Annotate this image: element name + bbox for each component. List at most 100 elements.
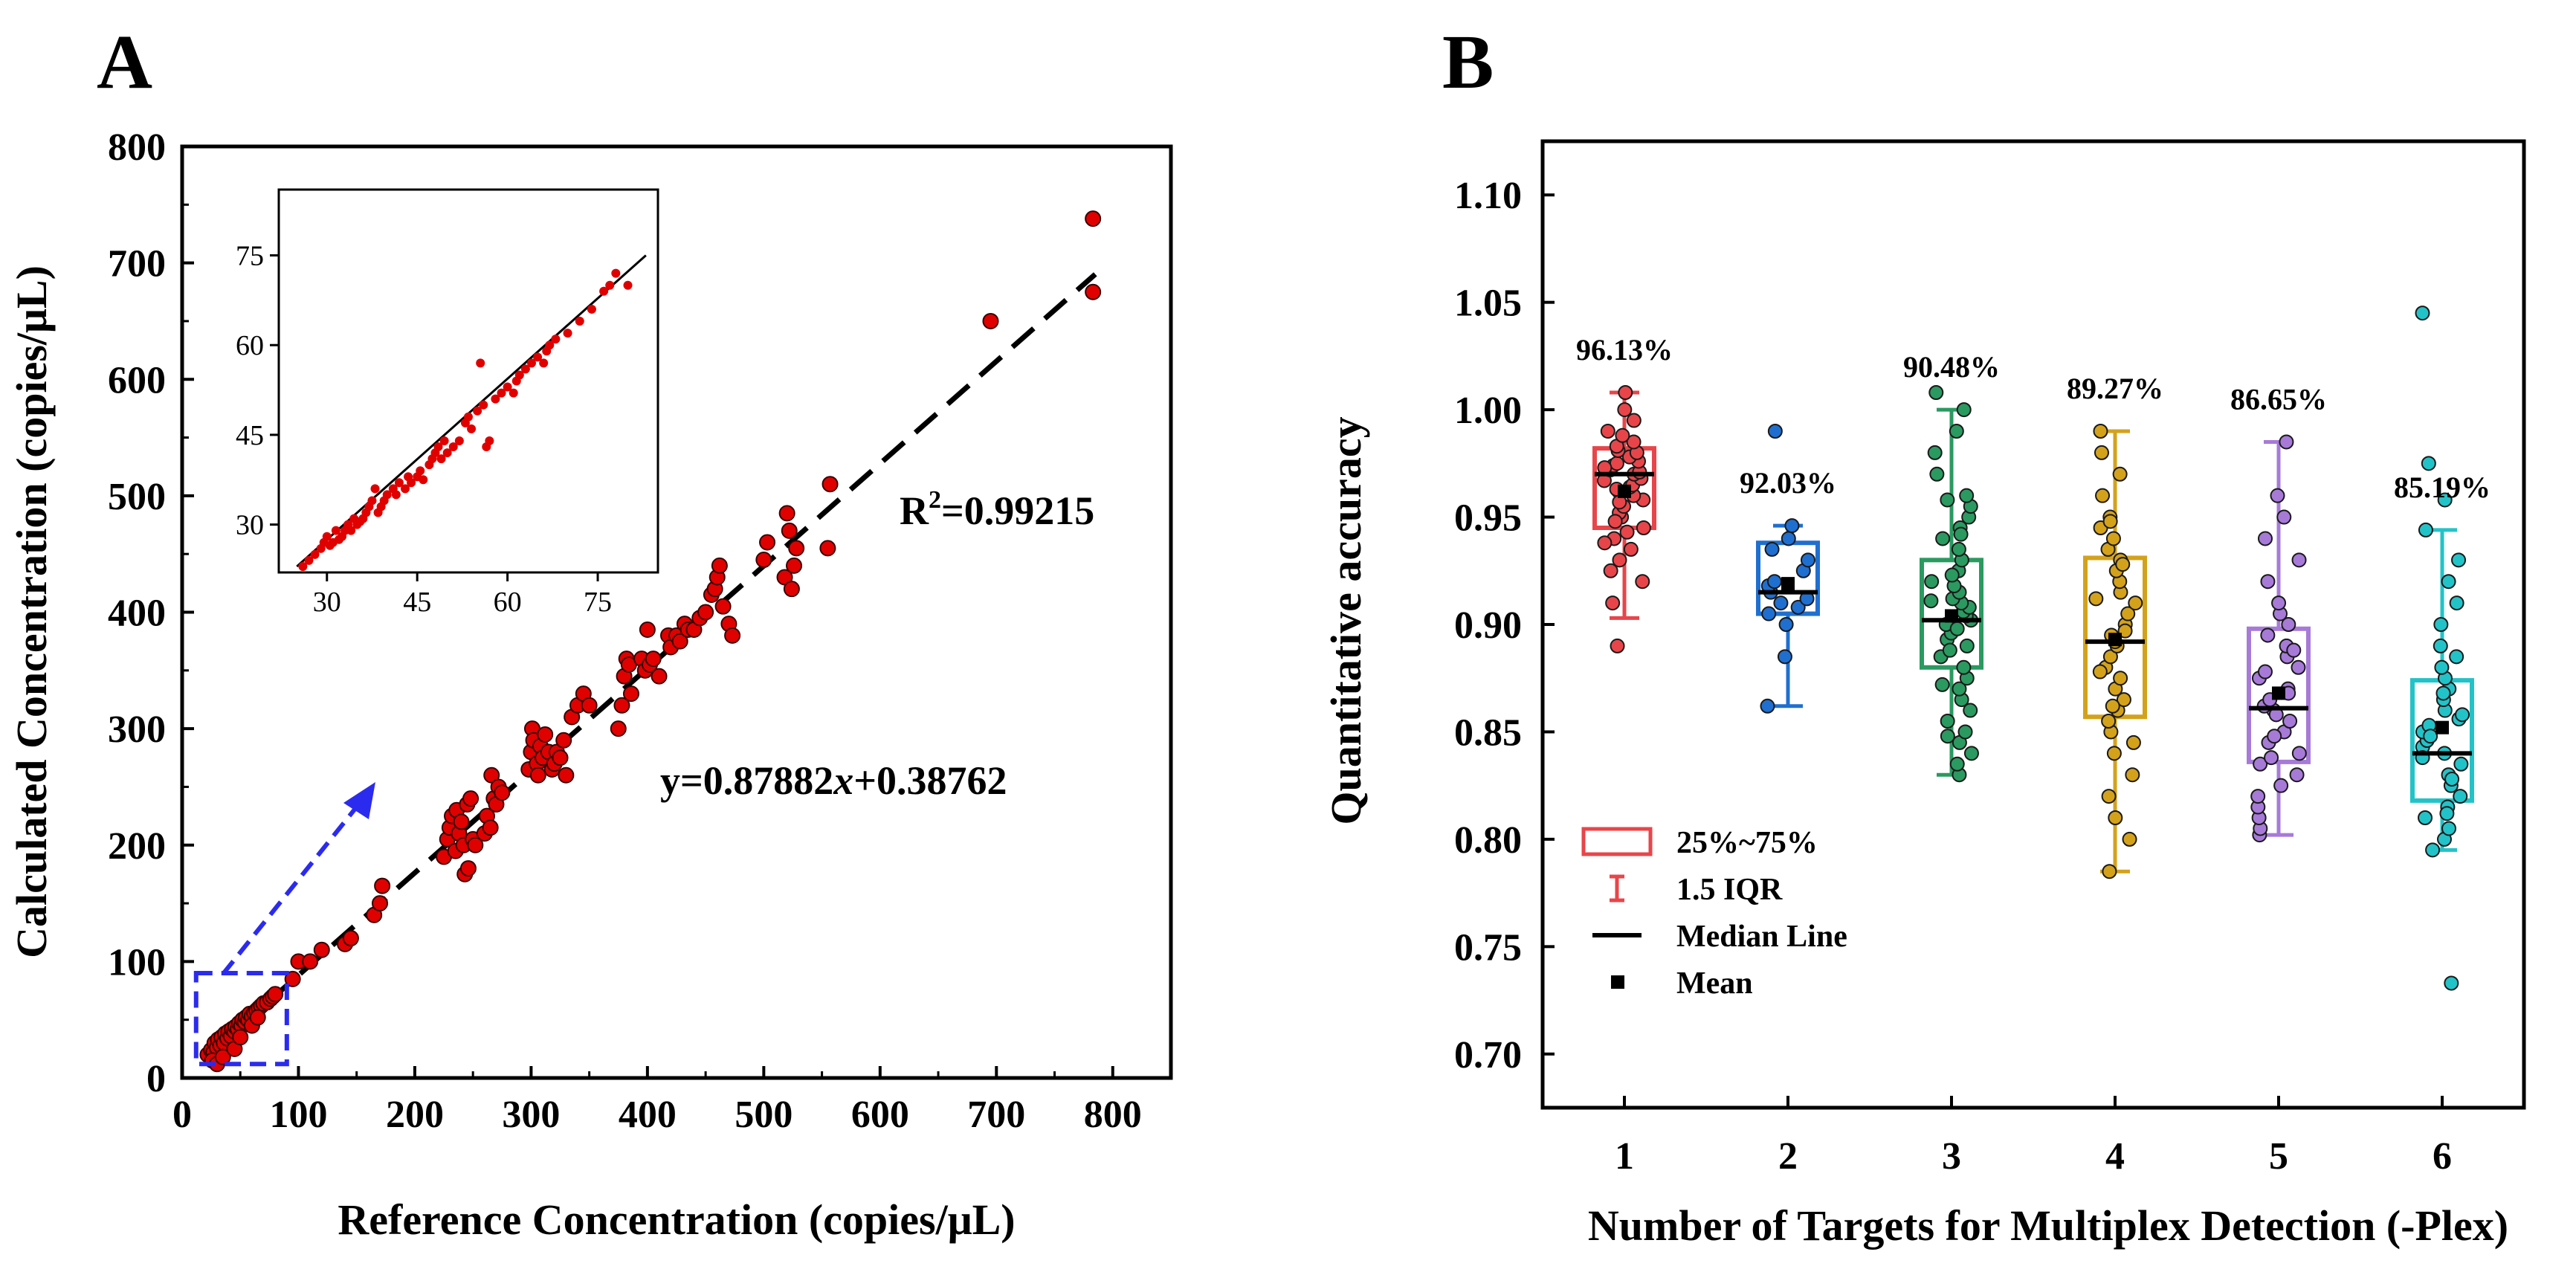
inset-data-point xyxy=(346,526,356,535)
data-point xyxy=(724,627,741,644)
inset-data-point xyxy=(485,436,494,445)
box-point xyxy=(2105,531,2121,546)
box-point xyxy=(2281,617,2296,632)
box-point xyxy=(2441,821,2457,836)
y-tick-label-a: 0 xyxy=(146,1058,166,1100)
box-point xyxy=(2291,659,2306,675)
legend-label: 1.5 IQR xyxy=(1676,873,1783,907)
data-point xyxy=(214,1048,231,1065)
box-group-5: 86.65% xyxy=(2230,382,2327,843)
inset-y-tick-label: 75 xyxy=(236,241,264,272)
box-point xyxy=(2291,746,2307,761)
y-tick-label-a: 100 xyxy=(108,941,166,984)
inset-y-tick-label: 60 xyxy=(236,330,264,361)
data-point xyxy=(645,650,662,668)
data-point xyxy=(459,860,477,877)
box-point xyxy=(2113,671,2128,686)
y-tick-label-b: 0.90 xyxy=(1454,604,1522,647)
legend-label: 25%~75% xyxy=(1676,826,1818,860)
data-point xyxy=(267,986,284,1003)
box-point xyxy=(2095,488,2111,503)
inset-data-point xyxy=(563,329,572,338)
data-point xyxy=(372,895,388,912)
mean-marker xyxy=(2108,633,2122,647)
mean-marker xyxy=(1781,577,1795,591)
box-point xyxy=(2276,509,2292,525)
box-point xyxy=(2279,434,2294,450)
y-tick-label-b: 0.70 xyxy=(1454,1034,1522,1076)
box-point xyxy=(1781,531,1796,546)
data-point xyxy=(374,877,391,894)
fit-equation: y=0.87882x+0.38762 xyxy=(660,758,1007,803)
box-point xyxy=(2444,975,2459,991)
box-point xyxy=(2444,772,2460,787)
y-axis-title-a: Calculated Concentration (copies/μL) xyxy=(7,265,56,958)
inset-data-point xyxy=(416,466,425,476)
inset-data-point xyxy=(551,335,561,344)
mean-marker xyxy=(1618,484,1631,498)
accuracy-percent-label: 85.19% xyxy=(2394,471,2491,504)
legend-label: Mean xyxy=(1676,966,1753,1001)
y-tick-label-a: 800 xyxy=(108,126,166,169)
mean-marker xyxy=(2435,720,2449,735)
box-group-3: 90.48% xyxy=(1903,350,2000,783)
data-point xyxy=(342,930,359,947)
inset-data-point xyxy=(439,436,449,445)
data-point xyxy=(313,941,330,958)
box-point xyxy=(2435,685,2451,701)
legend-label: Median Line xyxy=(1676,920,1847,954)
inset-x-tick-label: 45 xyxy=(403,587,431,618)
data-point xyxy=(714,598,732,615)
panel-b-label: B xyxy=(1442,19,1494,105)
box-point xyxy=(2439,806,2455,821)
inset-data-point xyxy=(419,475,428,485)
box-point xyxy=(2093,424,2108,439)
data-point xyxy=(982,312,999,329)
box-point xyxy=(2421,456,2436,471)
data-point xyxy=(552,749,569,766)
mean-marker xyxy=(2272,686,2285,700)
y-tick-label-b: 1.10 xyxy=(1454,175,1522,217)
y-tick-label-a: 400 xyxy=(108,593,166,635)
box-point xyxy=(2286,642,2302,658)
inset-data-point xyxy=(514,370,524,380)
box-point xyxy=(2088,591,2104,607)
box-point xyxy=(2437,492,2453,508)
box-point xyxy=(1952,681,1967,697)
box-point xyxy=(2291,552,2307,568)
y-tick-label-a: 700 xyxy=(108,243,166,285)
data-point xyxy=(558,766,575,784)
x-tick-label-a: 300 xyxy=(502,1094,560,1136)
data-point xyxy=(302,953,319,970)
y-tick-label-b: 0.95 xyxy=(1454,497,1522,540)
x-tick-label-b: 1 xyxy=(1615,1135,1634,1178)
box-point xyxy=(1609,456,1624,471)
box-point xyxy=(2433,638,2448,653)
box-point xyxy=(1778,617,1794,632)
box-point xyxy=(1618,385,1633,400)
panel-a-scatter: 0 100 200 300 400 500 600 700 800 0 100 200 300 400 50… xyxy=(7,126,1173,1244)
box-point xyxy=(1761,606,1777,622)
inset-y-tick-label: 45 xyxy=(236,420,264,451)
data-point xyxy=(651,668,668,685)
inset-data-point xyxy=(520,364,530,374)
box-point xyxy=(1760,698,1775,714)
box-point xyxy=(2455,707,2470,723)
inset-data-point xyxy=(464,412,473,422)
box-point xyxy=(1612,552,1627,568)
box-point xyxy=(1940,492,1955,508)
r-squared-label: R2=0.99215 xyxy=(900,486,1094,533)
data-point xyxy=(759,534,776,551)
accuracy-percent-label: 90.48% xyxy=(1903,350,2000,384)
plot-b-frame xyxy=(1540,139,2526,1110)
box-point xyxy=(2102,864,2117,879)
data-point xyxy=(788,540,805,557)
inset-data-point xyxy=(497,388,506,398)
x-tick-label-b: 2 xyxy=(1778,1135,1798,1178)
box-point xyxy=(2102,514,2118,529)
box-point xyxy=(2101,789,2117,804)
box-point xyxy=(2449,649,2464,665)
y-tick-label-a: 600 xyxy=(108,359,166,401)
inset-data-point xyxy=(436,454,446,464)
